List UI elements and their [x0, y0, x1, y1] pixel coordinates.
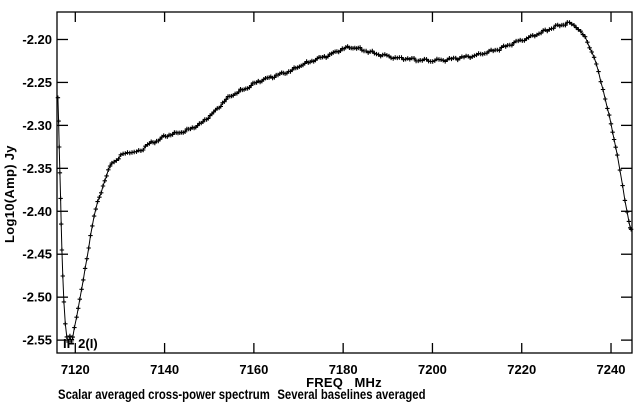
x-tick-label: 7220 [507, 362, 536, 377]
caption-left-text: Scalar averaged cross-power spectrum [58, 387, 270, 402]
plot-frame [56, 11, 633, 354]
x-tick-label: 7160 [239, 362, 268, 377]
y-tick-label: -2.35 [22, 161, 52, 176]
y-tick-label: -2.45 [22, 247, 52, 262]
series-line [57, 21, 632, 344]
x-tick-label: 7180 [329, 362, 358, 377]
y-tick-label: -2.50 [22, 290, 52, 305]
x-tick-label: 7200 [418, 362, 447, 377]
chart-caption: Scalar averaged cross-power spectrum Sev… [58, 388, 426, 402]
y-tick-label: -2.20 [22, 32, 52, 47]
x-axis-title: FREQ MHz [306, 375, 382, 390]
x-tick-label: 7120 [61, 362, 90, 377]
y-axis-title: Log10(Amp) Jy [2, 145, 17, 243]
if-annotation: IF 2(I) [63, 336, 98, 351]
y-tick-label: -2.30 [22, 118, 52, 133]
x-tick-label: 7240 [597, 362, 626, 377]
x-tick-label: 7140 [150, 362, 179, 377]
y-tick-label: -2.55 [22, 333, 52, 348]
y-tick-label: -2.40 [22, 204, 52, 219]
series-markers [55, 20, 634, 345]
caption-right-text: Several baselines averaged [277, 387, 426, 402]
y-tick-label: -2.25 [22, 75, 52, 90]
